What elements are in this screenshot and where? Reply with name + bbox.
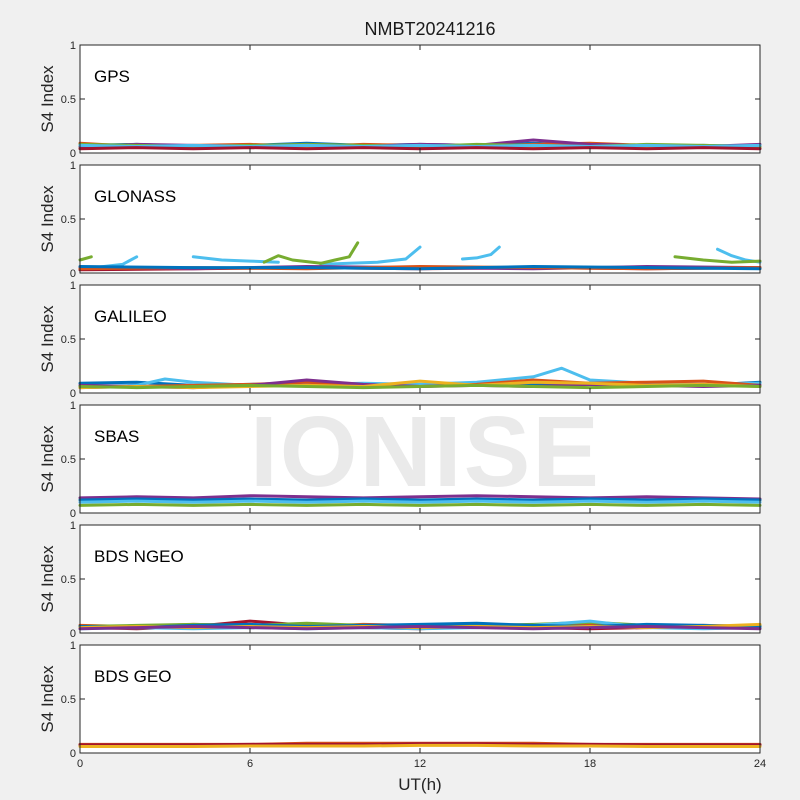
panel-label: SBAS: [94, 427, 139, 446]
y-tick-label: 0: [70, 508, 76, 520]
x-tick-label: 6: [247, 758, 253, 770]
y-tick-label: 0: [70, 268, 76, 280]
y-tick-label: 1: [70, 40, 76, 52]
y-tick-label: 0.5: [61, 454, 76, 466]
plot-area: [80, 45, 760, 153]
panel-label: GALILEO: [94, 307, 167, 326]
plot-area: [80, 165, 760, 273]
x-tick-label: 12: [414, 758, 426, 770]
y-tick-label: 0.5: [61, 214, 76, 226]
y-tick-label: 0: [70, 748, 76, 760]
y-axis-label: S4 Index: [38, 305, 57, 373]
panel: GPS S4 Index 0 0.5 1: [38, 40, 762, 160]
plot-area: [80, 405, 760, 513]
series-line: [78, 255, 93, 262]
series-line: [262, 254, 323, 265]
series-line: [78, 743, 762, 748]
series-line: [78, 502, 762, 507]
y-tick-label: 1: [70, 280, 76, 292]
x-tick-label: 24: [754, 758, 766, 770]
plot-area: [80, 645, 760, 753]
series-line: [78, 497, 762, 502]
y-tick-label: 0.5: [61, 334, 76, 346]
y-axis-label: S4 Index: [38, 65, 57, 133]
panel: BDS NGEO S4 Index 0 0.5 1: [38, 520, 762, 640]
y-tick-label: 1: [70, 520, 76, 532]
panel-label: BDS GEO: [94, 667, 171, 686]
plot-area: [80, 285, 760, 393]
y-axis-label: S4 Index: [38, 665, 57, 733]
series-line: [78, 494, 762, 501]
series-line: [78, 625, 762, 631]
panel-label: GPS: [94, 67, 130, 86]
panel-label: BDS NGEO: [94, 547, 184, 566]
plot-area: [80, 525, 760, 633]
y-tick-label: 1: [70, 640, 76, 652]
y-tick-label: 0.5: [61, 94, 76, 106]
series-line: [78, 499, 762, 504]
series-line: [319, 241, 360, 265]
x-axis-label: UT(h): [398, 775, 441, 794]
series-line: [461, 245, 501, 261]
series-line: [78, 742, 762, 747]
panel: GALILEO S4 Index 0 0.5 1: [38, 280, 762, 400]
y-tick-label: 0.5: [61, 694, 76, 706]
y-tick-label: 0: [70, 628, 76, 640]
series-line: [78, 143, 762, 148]
series-line: [78, 383, 762, 390]
series-line: [673, 255, 762, 264]
figure-title: NMBT20241216: [364, 19, 495, 39]
y-tick-label: 1: [70, 400, 76, 412]
panel: GLONASS S4 Index 0 0.5 1: [38, 160, 762, 280]
panel: BDS GEO S4 Index 0 0.5 1 0 6 12 18 24: [38, 640, 766, 770]
x-tick-label: 0: [77, 758, 83, 770]
series-line: [319, 245, 422, 266]
y-axis-label: S4 Index: [38, 185, 57, 253]
y-axis-label: S4 Index: [38, 425, 57, 493]
panel: SBAS S4 Index 0 0.5 1: [38, 400, 762, 520]
y-axis-label: S4 Index: [38, 545, 57, 613]
y-tick-label: 0.5: [61, 574, 76, 586]
y-tick-label: 0: [70, 388, 76, 400]
y-tick-label: 1: [70, 160, 76, 172]
y-tick-label: 0: [70, 148, 76, 160]
x-tick-label: 18: [584, 758, 596, 770]
panel-label: GLONASS: [94, 187, 176, 206]
